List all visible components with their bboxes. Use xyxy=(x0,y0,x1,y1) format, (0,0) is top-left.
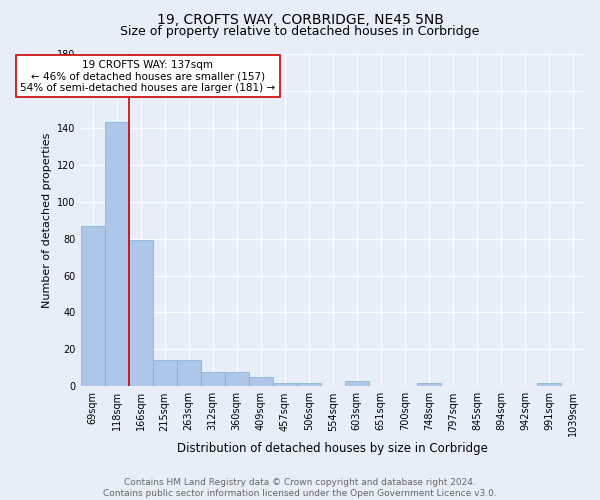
Bar xyxy=(176,360,200,386)
Text: 19, CROFTS WAY, CORBRIDGE, NE45 5NB: 19, CROFTS WAY, CORBRIDGE, NE45 5NB xyxy=(157,12,443,26)
Bar xyxy=(297,382,321,386)
Bar xyxy=(128,240,152,386)
Bar xyxy=(80,226,104,386)
Text: Contains HM Land Registry data © Crown copyright and database right 2024.
Contai: Contains HM Land Registry data © Crown c… xyxy=(103,478,497,498)
Y-axis label: Number of detached properties: Number of detached properties xyxy=(41,132,52,308)
Bar xyxy=(104,122,128,386)
Bar xyxy=(152,360,176,386)
Bar xyxy=(200,372,224,386)
X-axis label: Distribution of detached houses by size in Corbridge: Distribution of detached houses by size … xyxy=(178,442,488,455)
Text: Size of property relative to detached houses in Corbridge: Size of property relative to detached ho… xyxy=(121,25,479,38)
Bar xyxy=(224,372,249,386)
Bar xyxy=(537,382,561,386)
Bar xyxy=(249,377,273,386)
Text: 19 CROFTS WAY: 137sqm
← 46% of detached houses are smaller (157)
54% of semi-det: 19 CROFTS WAY: 137sqm ← 46% of detached … xyxy=(20,60,275,93)
Bar xyxy=(345,381,369,386)
Bar xyxy=(273,382,297,386)
Bar xyxy=(417,382,441,386)
